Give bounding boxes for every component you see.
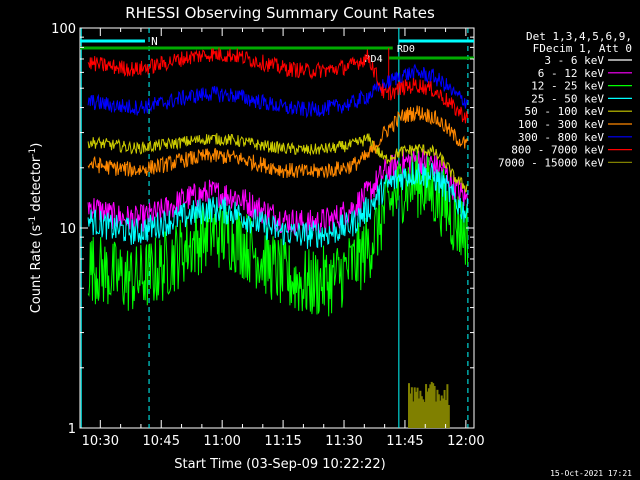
x-tick-label: 11:15 [264,434,301,449]
x-tick-label: 12:00 [447,434,484,449]
series-line-4 [87,133,468,193]
rd0-label: RD0 [397,44,415,55]
series-group [87,47,469,428]
legend-entry: 6 - 12 keV [538,67,632,80]
series-line-6 [87,63,469,119]
legend-entry: 12 - 25 keV [531,80,632,93]
y-tick-label: 100 [51,22,76,37]
series-100to300kev-group [87,105,469,180]
legend-header-line1: Det 1,3,4,5,6,9, [526,30,632,43]
series-line-3 [87,162,469,249]
legend-entry-label: 3 - 6 keV [544,54,604,67]
y-tick-label: 1 [68,422,76,437]
x-tick-label: 11:00 [203,434,240,449]
legend-entry-label: 50 - 100 keV [525,105,605,118]
legend-header-line2: FDecim 1, Att 0 [533,42,632,55]
legend-entry-label: 800 - 7000 keV [511,144,604,157]
x-tick-label: 11:30 [325,434,362,449]
y-axis-label-suffix: ) [29,143,44,148]
x-tick-label: 10:30 [82,434,119,449]
series-50to100kev-group [87,133,468,193]
legend-entry-label: 100 - 300 keV [518,118,604,131]
legend-entry: 3 - 6 keV [544,54,632,67]
legend-entry-label: 300 - 800 keV [518,131,604,144]
legend-entry-label: 25 - 50 keV [531,92,604,105]
axes: 1 10 100 10:30 10:45 11:00 11:15 11:30 11:45 12:0… [51,22,484,449]
y-tick-label: 10 [59,222,76,237]
series-12to25kev-group [87,146,469,317]
legend-entry-label: 12 - 25 keV [531,80,604,93]
y-axis-label-sup2: -1 [28,148,38,157]
night-bar-label: N [151,35,158,48]
footer-date: 15-Oct-2021 17:21 [550,469,632,478]
series-800to7000kev-group [87,47,469,124]
series-line-5 [87,105,469,180]
rd4-label: RD4 [365,54,383,65]
legend-entry: 7000 - 15000 keV [498,156,632,169]
x-tick-label: 10:45 [143,434,180,449]
y-axis-label-prefix: Count Rate (s [29,225,44,314]
series-line-7 [87,47,469,124]
legend-entry: 100 - 300 keV [518,118,632,131]
x-axis-label: Start Time (03-Sep-09 10:22:22) [174,457,385,472]
chart-title: RHESSI Observing Summary Count Rates [125,4,435,22]
series-7000to15000kev-group [408,381,450,428]
legend-entry: 25 - 50 keV [531,92,632,105]
legend-entry-label: 6 - 12 keV [538,67,605,80]
x-tick-label: 11:45 [386,434,423,449]
y-axis-label-sup1: -1 [28,216,38,225]
y-axis-label-mid: detector [29,156,44,216]
legend: Det 1,3,4,5,6,9, FDecim 1, Att 0 3 - 6 k… [498,30,632,169]
series-25to50kev-group [87,162,469,249]
legend-entry: 300 - 800 keV [518,131,632,144]
legend-entry: 800 - 7000 keV [511,144,632,157]
y-axis-label: Count Rate (s-1 detector-1) [28,143,44,314]
legend-entry-label: 7000 - 15000 keV [498,156,604,169]
series-line-2 [87,146,469,317]
legend-entry: 50 - 100 keV [525,105,632,118]
series-300to800kev-group [87,63,469,119]
